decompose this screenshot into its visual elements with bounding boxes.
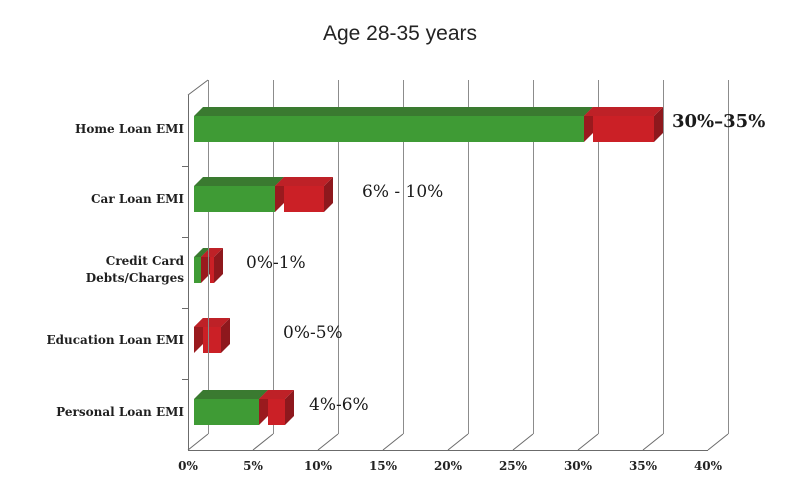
bar-red-top-face xyxy=(275,177,333,186)
floor-diagonal xyxy=(447,433,469,451)
x-tick-label: 15% xyxy=(368,459,398,473)
bar-red-top-face xyxy=(584,107,663,116)
bar-green-segment xyxy=(194,399,259,425)
bar-green-top-face xyxy=(194,390,268,399)
category-label: Personal Loan EMI xyxy=(56,404,184,419)
category-label: Credit Card Debts/Charges xyxy=(85,254,184,285)
x-tick-label: 0% xyxy=(178,459,198,473)
x-tick-label: 30% xyxy=(563,459,593,473)
bar-red-right-face xyxy=(221,318,230,353)
bar-red-left-face xyxy=(275,177,284,212)
bar-green-segment xyxy=(194,257,201,283)
x-tick-label: 20% xyxy=(433,459,463,473)
bar-red-segment xyxy=(203,327,221,353)
floor-diagonal xyxy=(252,433,274,451)
x-tick-label: 25% xyxy=(498,459,528,473)
bar-red-left-face xyxy=(584,107,593,142)
top-diagonal xyxy=(187,79,209,96)
floor-diagonal xyxy=(707,433,729,451)
floor-diagonal xyxy=(187,433,209,451)
x-tick-label: 35% xyxy=(628,459,658,473)
bar-red-segment xyxy=(593,116,654,142)
floor-diagonal xyxy=(512,433,534,451)
value-range-label: 0%-5% xyxy=(283,323,343,343)
bar-green-segment xyxy=(194,116,584,142)
floor-diagonal xyxy=(382,433,404,451)
value-range-label: 30%–35% xyxy=(672,111,766,132)
bar-green-segment xyxy=(194,186,275,212)
bar-red-left-face xyxy=(194,318,203,353)
chart-title: Age 28-35 years xyxy=(322,22,478,45)
x-tick-label: 10% xyxy=(303,459,333,473)
bar-red-segment xyxy=(284,186,324,212)
floor-diagonal xyxy=(642,433,664,451)
value-range-label: 4%-6% xyxy=(309,395,369,415)
gridline-overlay xyxy=(208,246,209,356)
bar-red-right-face xyxy=(324,177,333,212)
bar-red-top-face xyxy=(259,390,294,399)
value-range-label: 0%-1% xyxy=(246,253,306,273)
floor-diagonal xyxy=(317,433,339,451)
bar-red-right-face xyxy=(214,248,223,283)
category-label: Education Loan EMI xyxy=(46,332,184,347)
floor-diagonal xyxy=(577,433,599,451)
bar-green-top-face xyxy=(194,177,284,186)
bar-red-segment xyxy=(210,257,214,283)
x-tick-label: 5% xyxy=(243,459,263,473)
bar-red-left-face xyxy=(259,390,268,425)
value-range-label: 6% - 10% xyxy=(362,182,444,202)
bar-red-top-face xyxy=(201,248,223,257)
bar-red-left-face xyxy=(201,248,210,283)
category-label: Home Loan EMI xyxy=(74,121,184,136)
bar-red-right-face xyxy=(285,390,294,425)
bar-red-segment xyxy=(268,399,285,425)
bar-red-right-face xyxy=(654,107,663,142)
bar-red-top-face xyxy=(194,318,230,327)
bar-green-top-face xyxy=(194,107,593,116)
bar-green-top-face xyxy=(194,248,210,257)
x-tick-label: 40% xyxy=(693,459,723,473)
category-label: Car Loan EMI xyxy=(91,191,184,206)
